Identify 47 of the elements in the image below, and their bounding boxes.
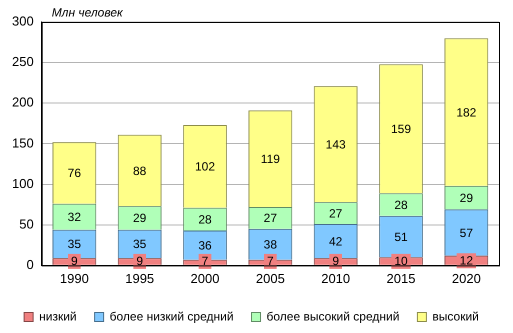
- legend-label: более высокий средний: [266, 309, 400, 324]
- data-label: 88: [133, 164, 147, 178]
- data-label: 76: [68, 166, 82, 180]
- data-label: 9: [332, 254, 340, 268]
- y-tick-label: 300: [12, 14, 34, 29]
- x-tick-label: 2000: [190, 270, 220, 286]
- legend-label: более низкий средний: [110, 309, 234, 324]
- data-label: 119: [260, 152, 280, 166]
- data-label: 35: [68, 237, 82, 252]
- y-tick-label: 250: [12, 54, 34, 70]
- data-label: 143: [326, 137, 346, 152]
- data-label: 57: [460, 226, 474, 240]
- data-label: 36: [198, 238, 212, 252]
- data-label: 29: [460, 190, 474, 205]
- data-label: 9: [136, 254, 144, 268]
- data-label: 27: [264, 211, 278, 226]
- data-label: 7: [202, 254, 209, 268]
- legend-label: высокий: [432, 309, 479, 324]
- x-tick-label: 2005: [256, 270, 285, 286]
- data-label: 10: [394, 254, 408, 268]
- data-label: 7: [267, 254, 274, 268]
- y-tick-label: 100: [12, 176, 34, 191]
- data-label: 42: [328, 234, 343, 248]
- data-label: 159: [390, 122, 412, 136]
- data-label: 51: [394, 230, 408, 244]
- y-tick-label: 150: [12, 135, 34, 150]
- data-label: 38: [264, 238, 278, 252]
- y-tick-label: 200: [12, 94, 34, 110]
- data-label: 35: [133, 237, 147, 252]
- x-tick-label: 1990: [60, 270, 89, 286]
- y-tick-label: 0: [26, 256, 34, 272]
- data-label: 29: [133, 211, 147, 226]
- x-tick-label: 2010: [321, 270, 350, 286]
- x-tick-label: 2015: [386, 270, 416, 286]
- x-tick-label: 1995: [125, 270, 154, 286]
- data-label: 27: [328, 206, 343, 220]
- data-label: 182: [456, 105, 477, 120]
- y-axis-title: Млн человек: [52, 5, 124, 20]
- x-tick-label: 2020: [452, 270, 481, 286]
- y-tick-label: 50: [19, 216, 34, 232]
- data-label: 28: [198, 212, 212, 226]
- legend-label: низкий: [39, 309, 77, 324]
- data-label: 32: [68, 210, 82, 224]
- data-label: 12: [460, 254, 474, 268]
- data-label: 28: [394, 198, 408, 212]
- data-label: 9: [71, 254, 78, 268]
- data-label: 102: [195, 160, 216, 174]
